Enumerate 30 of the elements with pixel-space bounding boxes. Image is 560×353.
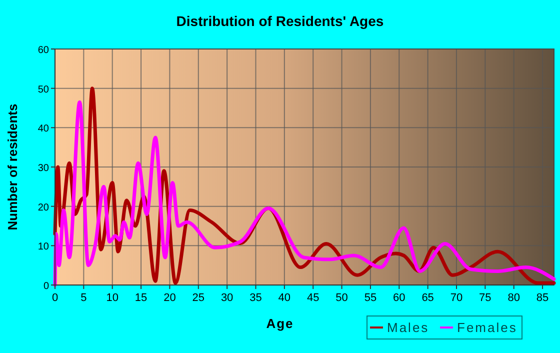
x-tick-label: 55 [364, 292, 377, 304]
y-tick-label: 30 [38, 163, 50, 174]
x-tick-label: 35 [250, 292, 262, 304]
y-tick-label: 50 [38, 84, 50, 96]
x-tick-label: 25 [192, 292, 205, 304]
x-tick-label: 50 [336, 292, 348, 304]
x-tick-label: 0 [52, 292, 58, 304]
x-tick-label: 75 [479, 292, 492, 304]
y-tick-label: 20 [38, 202, 50, 214]
legend-label: Females [457, 320, 518, 335]
x-tick-label: 85 [536, 292, 549, 304]
y-tick-label: 0 [43, 281, 50, 292]
y-tick-label: 60 [38, 45, 50, 56]
x-tick-label: 30 [220, 292, 234, 304]
x-tick-label: 45 [306, 292, 320, 304]
chart-title: Distribution of Residents' Ages [176, 13, 384, 29]
y-axis-title: Number of residents [5, 104, 20, 230]
x-tick-label: 70 [450, 292, 463, 304]
x-tick-label: 10 [106, 292, 118, 304]
x-tick-label: 20 [164, 292, 176, 304]
x-tick-label: 5 [80, 292, 87, 304]
x-tick-label: 15 [134, 292, 148, 304]
x-tick-label: 60 [393, 292, 406, 304]
y-tick-label: 40 [38, 124, 50, 135]
x-tick-label: 65 [422, 292, 434, 304]
x-tick-label: 80 [508, 292, 520, 304]
y-tick-label: 10 [38, 242, 50, 253]
x-tick-label: 40 [278, 292, 291, 304]
x-axis-title: Age [266, 316, 294, 331]
legend-label: Males [387, 320, 430, 335]
